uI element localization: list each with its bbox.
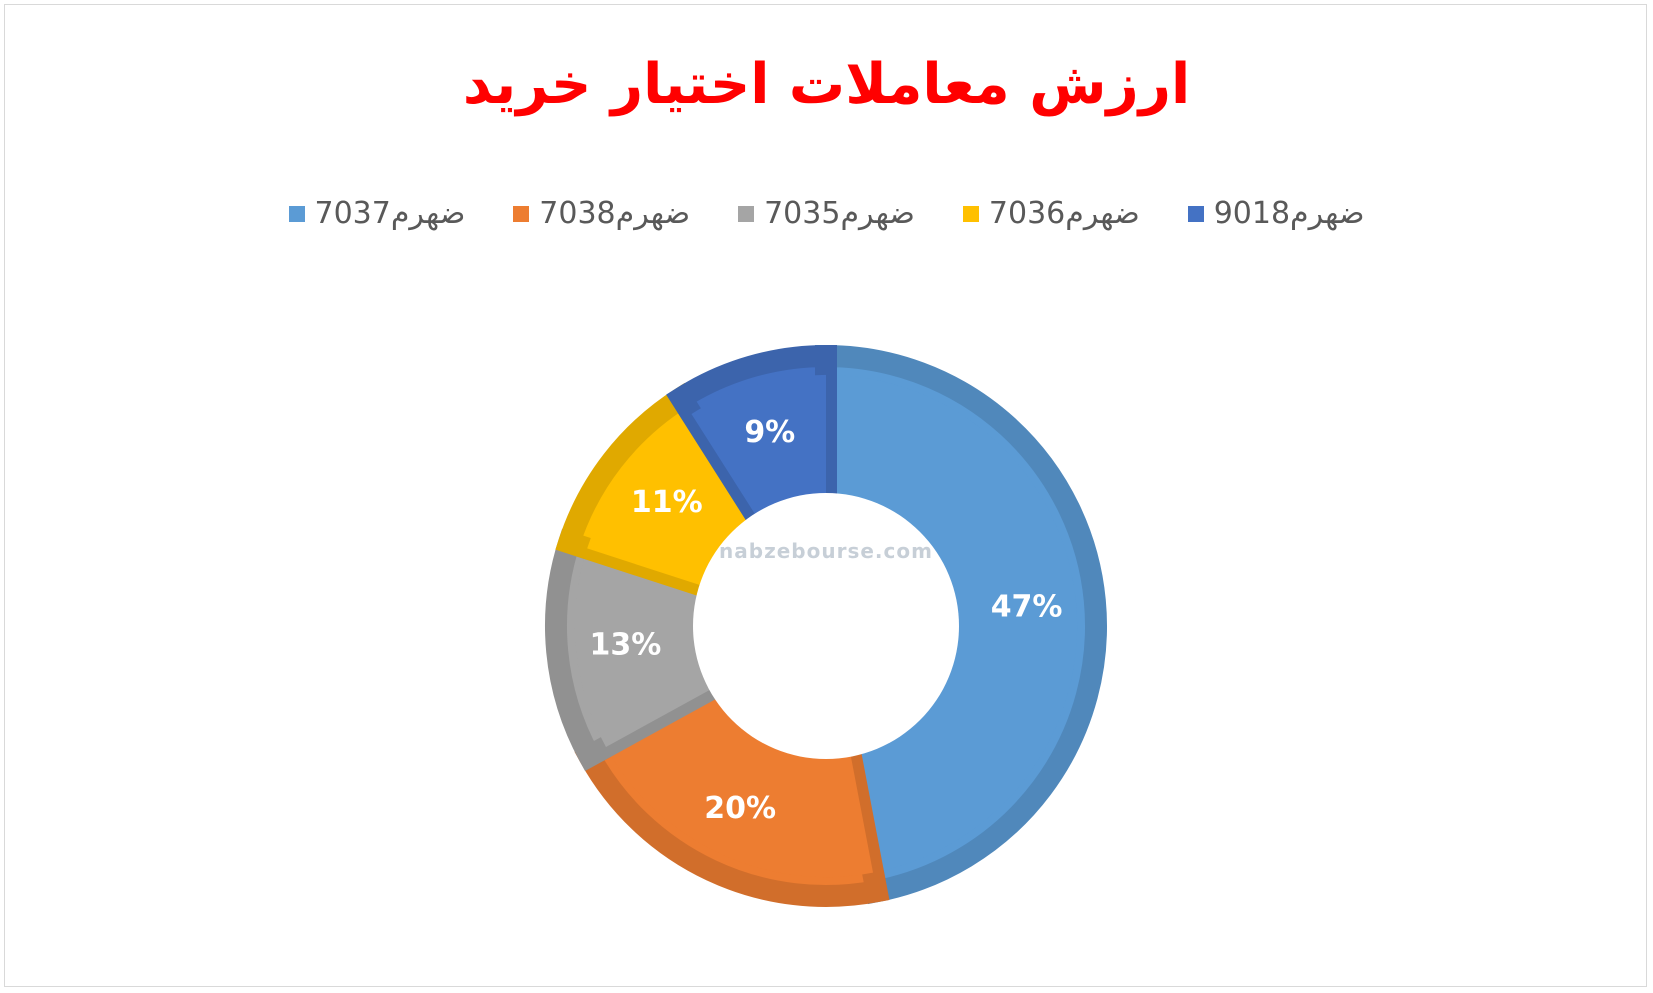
data-label: 9% <box>744 415 795 450</box>
donut-hole <box>693 493 959 759</box>
donut-slice-inner <box>605 685 874 878</box>
donut-slice-inner <box>691 374 826 522</box>
chart-title: ارزش معاملات اختیار خرید <box>462 52 1191 117</box>
legend-swatch <box>738 205 755 222</box>
legend-swatch <box>288 205 305 222</box>
legend-item: ضهرم7037 <box>288 196 466 231</box>
legend-label: ضهرم7036 <box>988 196 1140 231</box>
legend-label: ضهرم7037 <box>314 196 466 231</box>
legend-label: ضهرم9018 <box>1213 196 1365 231</box>
donut-slice-inner <box>574 548 718 747</box>
legend-item: ضهرم7038 <box>513 196 690 231</box>
data-label: 11% <box>631 485 703 520</box>
data-label: 47% <box>991 590 1063 625</box>
legend-item: ضهرم7036 <box>962 196 1140 231</box>
legend-label: ضهرم7038 <box>539 196 691 231</box>
chart-legend: ضهرم7037 ضهرم7038 ضهرم7035 ضهرم7036 ضهرم9018 <box>0 196 1653 231</box>
data-label: 20% <box>704 791 776 826</box>
legend-swatch <box>962 205 979 222</box>
legend-swatch <box>513 205 530 222</box>
legend-item: ضهرم7035 <box>738 196 915 231</box>
watermark-text: nabzebourse.com <box>719 539 933 563</box>
legend-item: ضهرم9018 <box>1187 196 1365 231</box>
data-label: 13% <box>589 627 661 662</box>
legend-label: ضهرم7035 <box>764 196 915 231</box>
legend-swatch <box>1187 205 1204 222</box>
